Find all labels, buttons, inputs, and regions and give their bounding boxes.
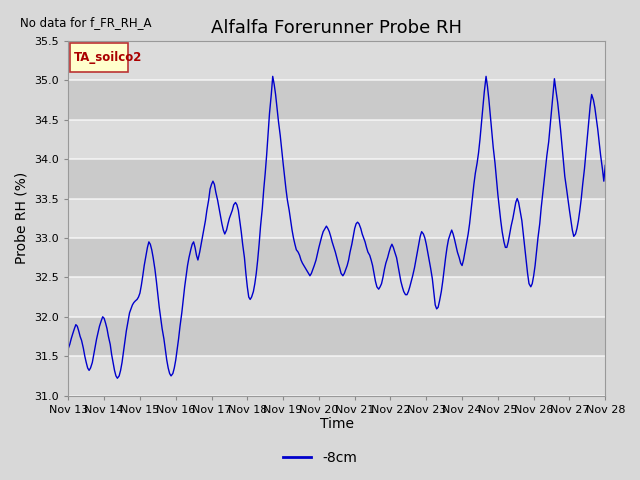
Y-axis label: Probe RH (%): Probe RH (%)	[15, 172, 29, 264]
Title: Alfalfa Forerunner Probe RH: Alfalfa Forerunner Probe RH	[211, 19, 462, 36]
Bar	[68, 277, 605, 317]
Bar	[68, 41, 605, 80]
Bar	[68, 317, 605, 356]
X-axis label: Time: Time	[320, 418, 354, 432]
Bar	[68, 159, 605, 199]
Text: TA_soilco2: TA_soilco2	[74, 51, 143, 64]
FancyBboxPatch shape	[70, 43, 128, 72]
Bar	[68, 199, 605, 238]
Text: No data for f_FR_RH_A: No data for f_FR_RH_A	[20, 16, 152, 29]
Bar	[68, 238, 605, 277]
Bar	[68, 80, 605, 120]
Bar	[68, 120, 605, 159]
Legend: -8cm: -8cm	[278, 445, 362, 471]
Bar	[68, 356, 605, 396]
